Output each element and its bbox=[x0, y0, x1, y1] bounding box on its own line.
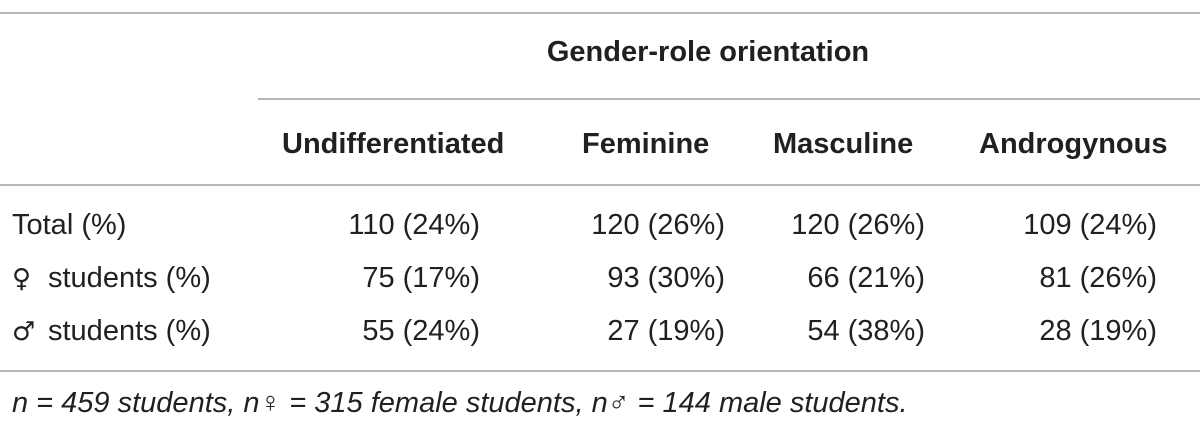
header-bottom-rule bbox=[0, 184, 1200, 186]
table-row-total: Total (%) 110 (24%) 120 (26%) 120 (26%) … bbox=[0, 205, 1200, 259]
table-row-female: ♀ students (%) 75 (17%) 93 (30%) 66 (21%)… bbox=[0, 258, 1200, 312]
cell-undifferentiated: 55 (24%) bbox=[362, 315, 480, 347]
cell-feminine: 27 (19%) bbox=[607, 315, 725, 347]
cell-androgynous: 81 (26%) bbox=[1039, 262, 1157, 294]
female-symbol-icon: ♀ bbox=[12, 264, 32, 294]
group-header-rule bbox=[258, 98, 1200, 100]
column-header-androgynous: Androgynous bbox=[979, 128, 1168, 160]
row-label: ♀ students (%) bbox=[12, 258, 211, 299]
cell-androgynous: 28 (19%) bbox=[1039, 315, 1157, 347]
cell-undifferentiated: 110 (24%) bbox=[348, 209, 480, 241]
cell-masculine: 120 (26%) bbox=[791, 209, 925, 241]
table-top-rule bbox=[0, 12, 1200, 14]
column-header-feminine: Feminine bbox=[582, 128, 710, 160]
cell-feminine: 93 (30%) bbox=[607, 262, 725, 294]
row-label: ♂ students (%) bbox=[12, 311, 211, 352]
cell-masculine: 54 (38%) bbox=[807, 315, 925, 347]
row-label: Total (%) bbox=[12, 205, 126, 245]
column-header-masculine: Masculine bbox=[773, 128, 914, 160]
table-footnote: n = 459 students, n♀ = 315 female studen… bbox=[12, 387, 908, 419]
table-row-male: ♂ students (%) 55 (24%) 27 (19%) 54 (38%)… bbox=[0, 311, 1200, 365]
cell-masculine: 66 (21%) bbox=[807, 262, 925, 294]
column-header-undifferentiated: Undifferentiated bbox=[282, 128, 505, 160]
table-bottom-rule bbox=[0, 370, 1200, 372]
cell-feminine: 120 (26%) bbox=[591, 209, 725, 241]
cell-androgynous: 109 (24%) bbox=[1023, 209, 1157, 241]
group-header: Gender-role orientation bbox=[546, 36, 870, 68]
row-label-text: Total (%) bbox=[12, 209, 127, 241]
row-label-text: students (%) bbox=[48, 262, 211, 294]
male-symbol-icon: ♂ bbox=[12, 317, 36, 347]
cell-undifferentiated: 75 (17%) bbox=[362, 262, 480, 294]
row-label-text: students (%) bbox=[48, 315, 211, 347]
